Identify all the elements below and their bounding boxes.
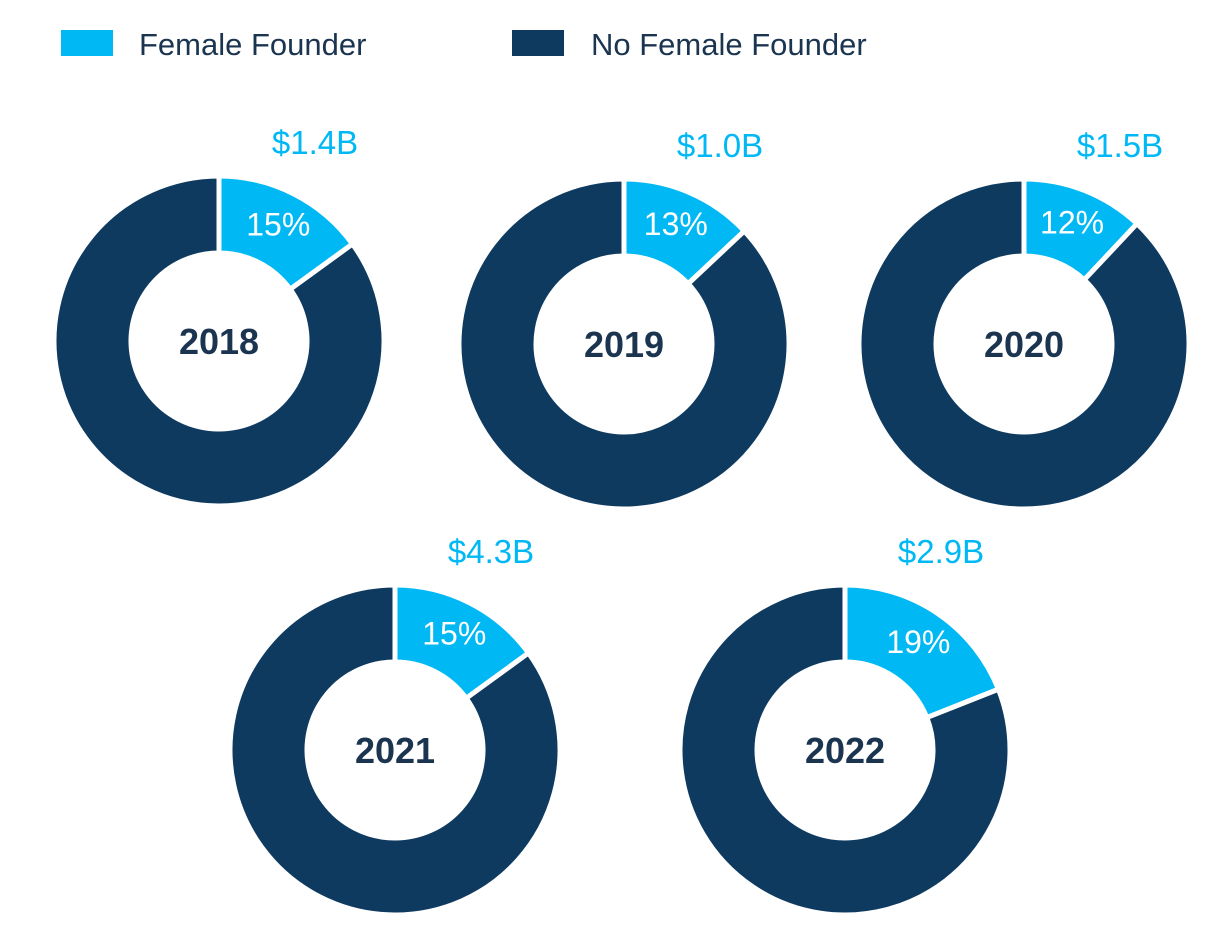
legend-label: No Female Founder bbox=[591, 27, 867, 62]
amount-label: $4.3B bbox=[448, 533, 534, 570]
donut-chart-2021: 15% $4.3B 2021 bbox=[227, 533, 563, 918]
slice-percent-label: 12% bbox=[1040, 205, 1104, 241]
year-center-label: 2018 bbox=[179, 321, 259, 362]
charts: 15% $1.4B 2018 13% $1.0B 2019 12% $1.5B 2020 15% $… bbox=[51, 124, 1192, 918]
slice-percent-label: 15% bbox=[246, 207, 310, 243]
slice-no-female-founder bbox=[856, 176, 1192, 512]
year-center-label: 2021 bbox=[355, 730, 435, 771]
amount-label: $1.0B bbox=[677, 127, 763, 164]
slice-no-female-founder bbox=[227, 582, 563, 918]
legend-swatch bbox=[512, 30, 564, 56]
slice-no-female-founder bbox=[51, 173, 387, 509]
donut-chart-2022: 19% $2.9B 2022 bbox=[677, 533, 1013, 918]
legend-item: Female Founder bbox=[61, 27, 366, 62]
year-center-label: 2019 bbox=[584, 324, 664, 365]
slice-female-founder bbox=[842, 582, 1002, 721]
legend-item: No Female Founder bbox=[512, 27, 867, 62]
year-center-label: 2022 bbox=[805, 730, 885, 771]
slice-percent-label: 19% bbox=[886, 624, 950, 660]
year-center-label: 2020 bbox=[984, 324, 1064, 365]
slice-percent-label: 13% bbox=[644, 206, 708, 242]
legend: Female Founder No Female Founder bbox=[61, 27, 867, 62]
slice-percent-label: 15% bbox=[422, 616, 486, 652]
slice-no-female-founder bbox=[677, 582, 1013, 918]
legend-swatch bbox=[61, 30, 113, 56]
amount-label: $1.5B bbox=[1077, 127, 1163, 164]
slice-no-female-founder bbox=[456, 176, 792, 512]
donut-chart-2019: 13% $1.0B 2019 bbox=[456, 127, 792, 512]
donut-chart-2020: 12% $1.5B 2020 bbox=[856, 127, 1192, 512]
amount-label: $2.9B bbox=[898, 533, 984, 570]
legend-label: Female Founder bbox=[139, 27, 366, 62]
amount-label: $1.4B bbox=[272, 124, 358, 161]
donut-chart-2018: 15% $1.4B 2018 bbox=[51, 124, 387, 509]
